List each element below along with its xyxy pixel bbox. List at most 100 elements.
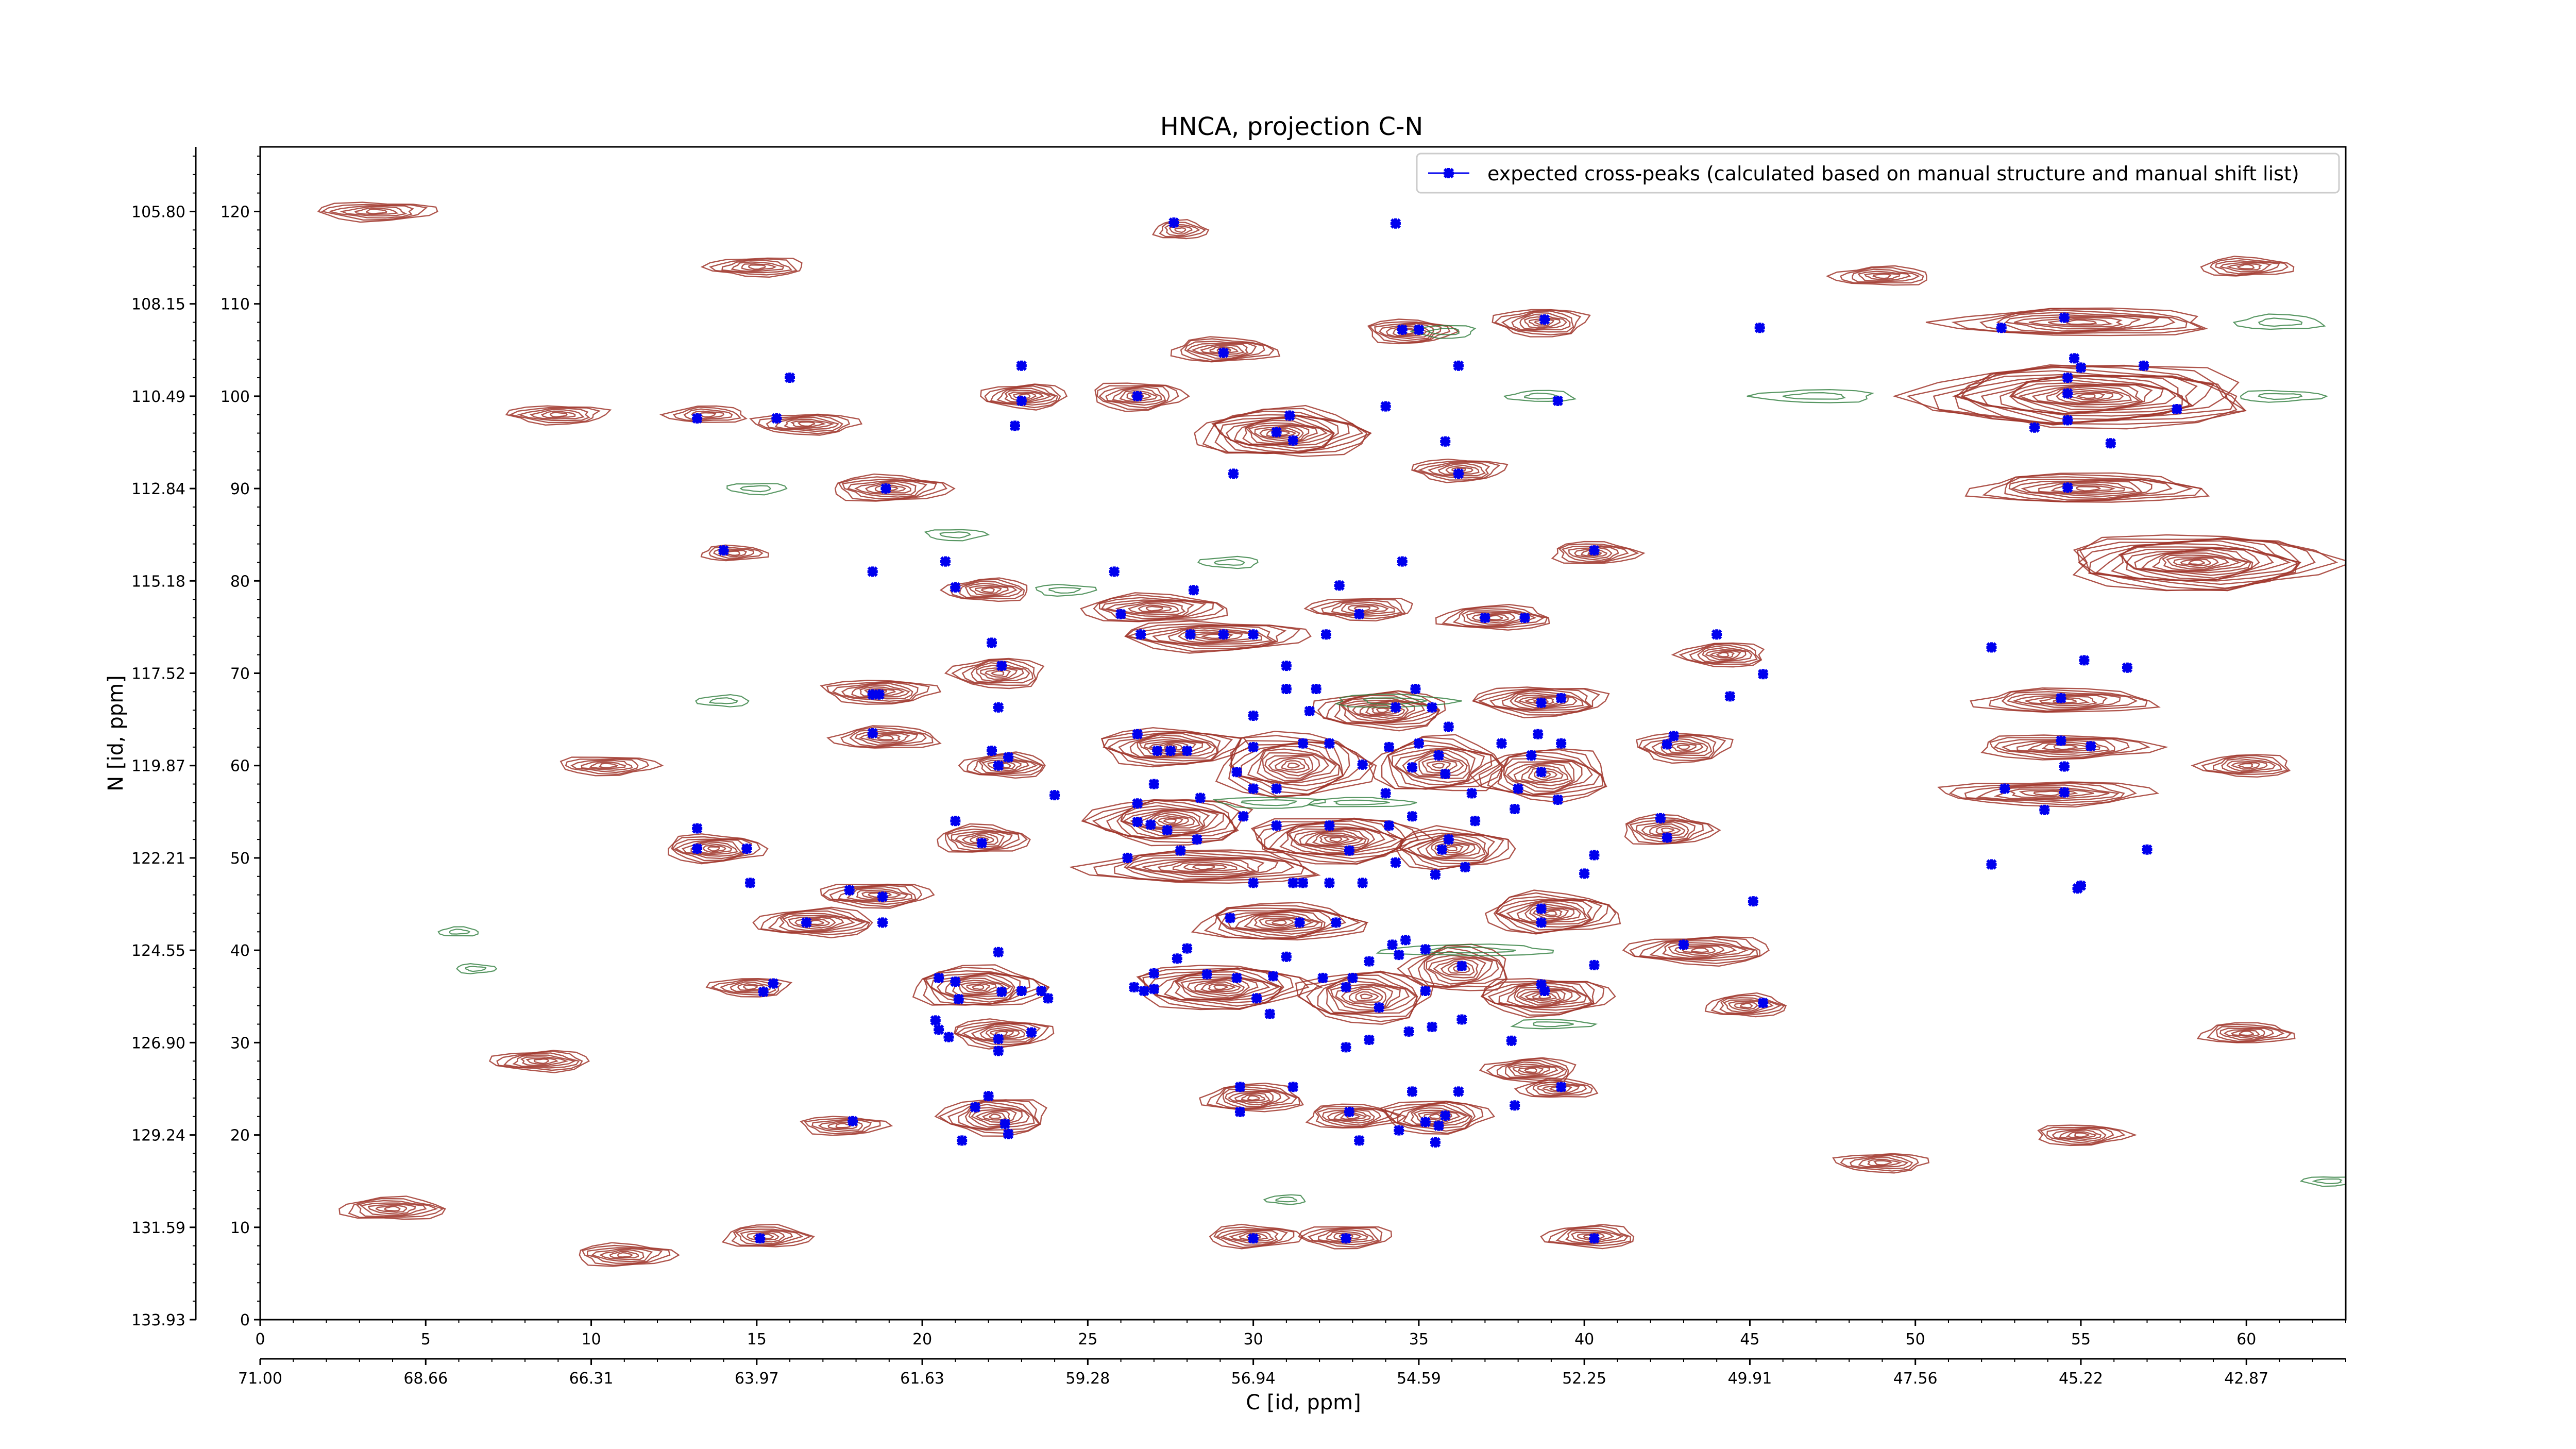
positive-contour-group — [1624, 814, 1721, 845]
positive-contour — [1353, 606, 1371, 612]
cross-peak-marker — [1152, 745, 1163, 756]
positive-contour — [1863, 273, 1901, 280]
positive-contour — [1573, 547, 1613, 559]
positive-contour — [1840, 1153, 1919, 1172]
positive-contour — [1379, 323, 1434, 341]
positive-contour — [517, 408, 590, 422]
positive-contour — [1360, 993, 1374, 1000]
positive-contour — [731, 1226, 812, 1246]
cross-peak-marker — [2142, 844, 2153, 855]
positive-contour-group — [934, 1099, 1047, 1137]
positive-contour — [854, 731, 919, 746]
cross-peak-marker — [1287, 435, 1298, 446]
cross-peak-marker — [1036, 985, 1047, 997]
positive-contour — [1626, 817, 1715, 845]
positive-contour-group — [1081, 799, 1253, 847]
positive-contour — [529, 409, 585, 420]
negative-contour — [1503, 390, 1577, 402]
positive-contour — [599, 1249, 645, 1260]
positive-contour-group — [1209, 1223, 1303, 1250]
positive-contour — [1532, 1081, 1587, 1097]
positive-contour — [1551, 541, 1646, 564]
cross-peak-marker — [1460, 862, 1470, 872]
positive-contour-group — [560, 756, 664, 777]
positive-contour — [1007, 391, 1044, 402]
chart-title: HNCA, projection C-N — [1160, 112, 1423, 141]
positive-contour — [1426, 954, 1494, 985]
positive-contour — [1504, 761, 1583, 793]
positive-contour-group — [826, 725, 942, 749]
legend-marker-icon — [1428, 167, 1469, 179]
positive-contour — [1253, 916, 1314, 930]
positive-contour — [691, 410, 725, 419]
positive-contour-group — [2196, 1022, 2296, 1043]
positive-contour-group — [1191, 902, 1369, 941]
positive-contour — [981, 759, 1030, 773]
cross-peak-marker — [993, 1046, 1004, 1056]
positive-contour-group — [1435, 603, 1550, 631]
y-ppm-tick-label: 105.80 — [131, 203, 185, 221]
positive-contour — [1317, 690, 1440, 729]
positive-contour — [1159, 222, 1207, 238]
positive-contour — [509, 407, 601, 424]
positive-contour — [1674, 945, 1725, 956]
cross-peak-marker — [2056, 735, 2066, 746]
positive-contour — [356, 1200, 438, 1218]
positive-contour — [859, 686, 905, 697]
y-axis-label: N [id, ppm] — [104, 675, 128, 791]
positive-contour-group — [1514, 1077, 1599, 1098]
positive-contour — [1529, 905, 1575, 922]
positive-contour — [912, 964, 1050, 1006]
positive-contour-group — [834, 473, 956, 502]
x-ppm-tick-label: 45.22 — [2059, 1370, 2103, 1388]
positive-contour — [1641, 821, 1689, 838]
positive-contour — [2231, 1030, 2260, 1037]
positive-contour — [930, 972, 1021, 1003]
positive-contour — [329, 205, 414, 219]
negative-contour — [1334, 694, 1462, 708]
positive-contour — [700, 257, 803, 278]
negative-contour — [1524, 392, 1560, 400]
cross-peak-marker — [996, 661, 1007, 671]
positive-contour — [1200, 344, 1245, 355]
positive-contour — [1258, 918, 1304, 929]
positive-contour — [760, 907, 871, 936]
positive-contour — [866, 734, 901, 742]
positive-contour — [1325, 1231, 1368, 1242]
positive-contour — [1145, 605, 1163, 612]
cross-peak-marker — [1443, 834, 1454, 845]
x-tick-label: 50 — [1906, 1330, 1925, 1349]
cross-peak-marker — [1201, 969, 1212, 980]
cross-peak-marker — [1132, 391, 1143, 401]
negative-contour — [1782, 392, 1846, 400]
cross-peak-marker — [1248, 878, 1259, 888]
x-tick-label: 30 — [1244, 1330, 1263, 1349]
x-ppm-axis: 71.00 68.66 66.31 63.97 61.63 59.28 56.94 54.59… — [238, 1358, 2346, 1388]
cross-peak-marker — [986, 745, 997, 756]
negative-contour — [2232, 313, 2326, 330]
y-ppm-tick-label: 119.87 — [131, 757, 185, 776]
positive-contour-group — [700, 544, 769, 562]
cross-peak-marker — [1526, 750, 1537, 761]
cross-peak-marker — [1234, 1106, 1246, 1117]
positive-contour — [1213, 1226, 1295, 1249]
negative-contour — [924, 529, 990, 542]
positive-contour — [958, 1101, 1035, 1130]
positive-contour — [1524, 903, 1581, 923]
cross-peak-marker — [1430, 869, 1441, 880]
positive-contour — [1242, 419, 1334, 445]
positive-contour — [1407, 945, 1507, 988]
positive-contour — [1435, 603, 1550, 631]
positive-contour — [1116, 802, 1232, 839]
positive-contour — [2126, 547, 2260, 579]
positive-contour — [565, 757, 650, 775]
positive-contour — [541, 410, 576, 418]
positive-contour — [2226, 263, 2262, 271]
positive-contour — [1402, 1105, 1471, 1126]
cross-peak-marker — [986, 637, 997, 648]
positive-contour — [1412, 461, 1501, 481]
cross-peak-marker — [1181, 943, 1193, 954]
positive-contour — [1734, 1001, 1758, 1010]
positive-contour — [1518, 1066, 1544, 1074]
negative-contour — [1747, 389, 1875, 403]
